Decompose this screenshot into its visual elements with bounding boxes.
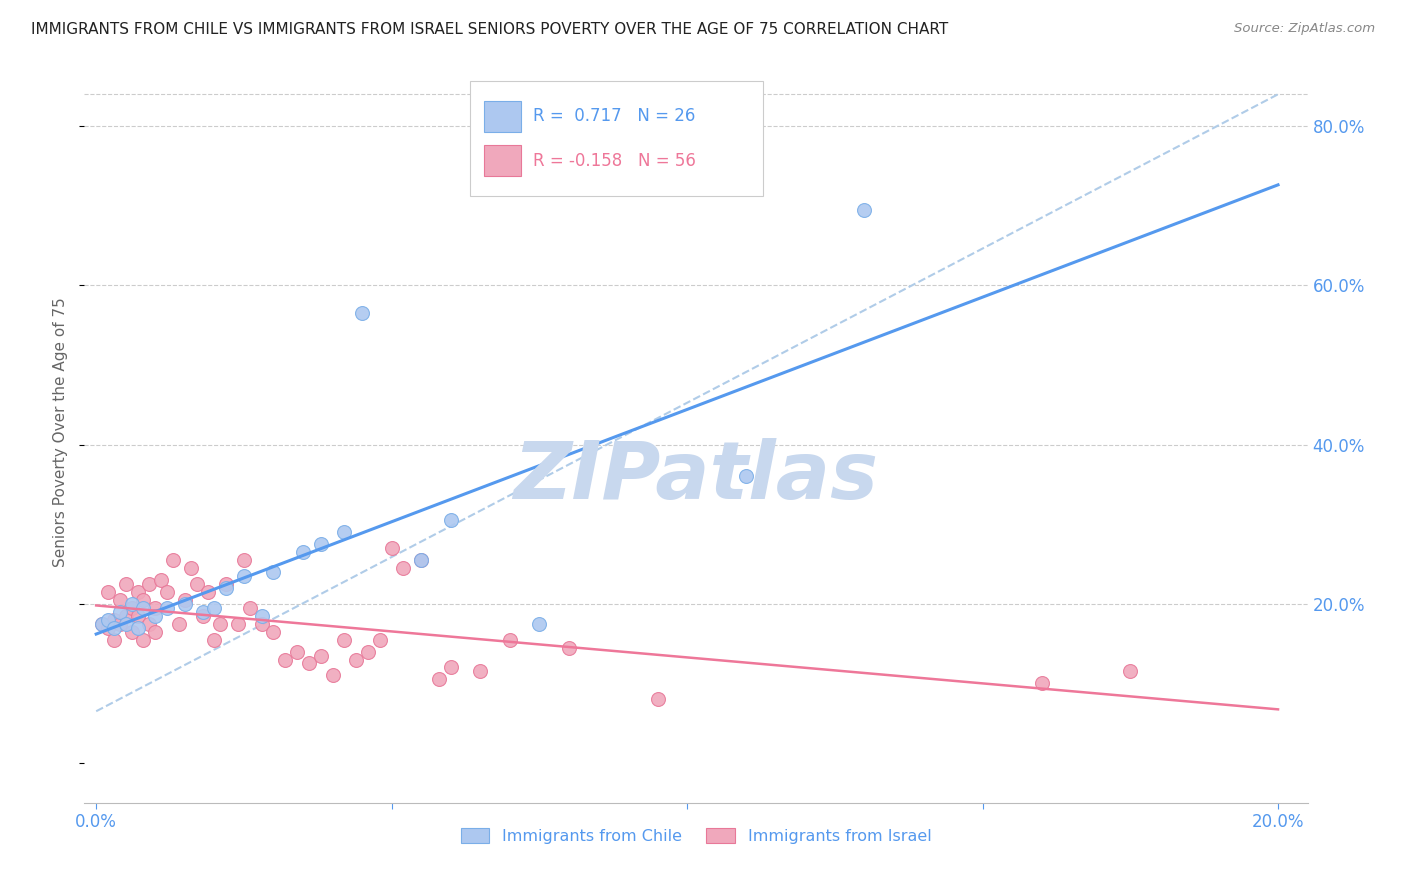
Y-axis label: Seniors Poverty Over the Age of 75: Seniors Poverty Over the Age of 75 (53, 298, 69, 567)
Point (322, 668, 344, 682)
Point (333, 525, 356, 540)
Point (1031, 676, 1053, 690)
Point (215, 581, 238, 595)
Point (121, 597, 143, 611)
Point (381, 541, 404, 555)
Point (191, 605, 214, 619)
Point (150, 573, 173, 587)
Point (529, 616, 551, 631)
Point (103, 632, 125, 647)
Point (647, 692, 669, 706)
Point (499, 632, 522, 647)
Point (440, 513, 463, 527)
Point (274, 652, 297, 666)
Point (173, 592, 195, 607)
Point (143, 608, 166, 623)
Point (853, 202, 876, 217)
Point (121, 624, 143, 639)
Point (108, 605, 131, 619)
Point (298, 657, 321, 671)
Point (132, 600, 155, 615)
Point (121, 600, 143, 615)
Point (114, 608, 136, 623)
Point (232, 569, 254, 583)
Point (127, 608, 149, 623)
Point (558, 640, 581, 655)
Point (333, 632, 356, 647)
Point (411, 553, 433, 567)
Point (138, 577, 160, 591)
Point (352, 306, 374, 320)
Point (91, 616, 114, 631)
Text: R = -0.158   N = 56: R = -0.158 N = 56 (533, 152, 696, 169)
Legend: Immigrants from Chile, Immigrants from Israel: Immigrants from Chile, Immigrants from I… (454, 822, 938, 850)
Point (202, 600, 225, 615)
Point (191, 608, 214, 623)
Point (239, 600, 262, 615)
Point (368, 632, 391, 647)
Point (226, 616, 249, 631)
Point (132, 632, 155, 647)
Point (344, 652, 367, 666)
Point (232, 553, 254, 567)
Point (309, 648, 332, 663)
FancyBboxPatch shape (470, 81, 763, 195)
Point (114, 577, 136, 591)
Point (262, 565, 284, 579)
Point (97, 613, 120, 627)
Point (262, 624, 284, 639)
Point (357, 644, 380, 658)
Point (250, 608, 273, 623)
Point (127, 584, 149, 599)
Text: IMMIGRANTS FROM CHILE VS IMMIGRANTS FROM ISRAEL SENIORS POVERTY OVER THE AGE OF : IMMIGRANTS FROM CHILE VS IMMIGRANTS FROM… (31, 22, 948, 37)
Point (202, 632, 225, 647)
Point (143, 600, 166, 615)
Point (197, 584, 219, 599)
Point (1119, 665, 1142, 679)
Point (103, 613, 125, 627)
Point (91, 616, 114, 631)
Point (156, 584, 179, 599)
Point (285, 644, 308, 658)
Point (470, 665, 492, 679)
Point (108, 616, 131, 631)
Point (143, 624, 166, 639)
Point (411, 553, 433, 567)
Text: Source: ZipAtlas.com: Source: ZipAtlas.com (1234, 22, 1375, 36)
Text: R =  0.717   N = 26: R = 0.717 N = 26 (533, 108, 696, 126)
Point (186, 577, 208, 591)
Point (392, 561, 415, 575)
Point (440, 660, 463, 674)
Point (309, 537, 332, 551)
Point (209, 616, 232, 631)
FancyBboxPatch shape (484, 101, 522, 132)
Point (735, 469, 758, 483)
Point (215, 577, 238, 591)
Point (114, 616, 136, 631)
Point (103, 621, 125, 635)
Point (180, 561, 202, 575)
Point (156, 600, 179, 615)
Point (127, 621, 149, 635)
Point (427, 673, 450, 687)
Point (132, 592, 155, 607)
Point (250, 616, 273, 631)
Point (173, 597, 195, 611)
Text: ZIPatlas: ZIPatlas (513, 438, 879, 516)
Point (138, 616, 160, 631)
Point (292, 545, 315, 559)
FancyBboxPatch shape (484, 145, 522, 177)
Point (162, 553, 184, 567)
Point (97, 584, 120, 599)
Point (167, 616, 190, 631)
Point (108, 592, 131, 607)
Point (97, 621, 120, 635)
